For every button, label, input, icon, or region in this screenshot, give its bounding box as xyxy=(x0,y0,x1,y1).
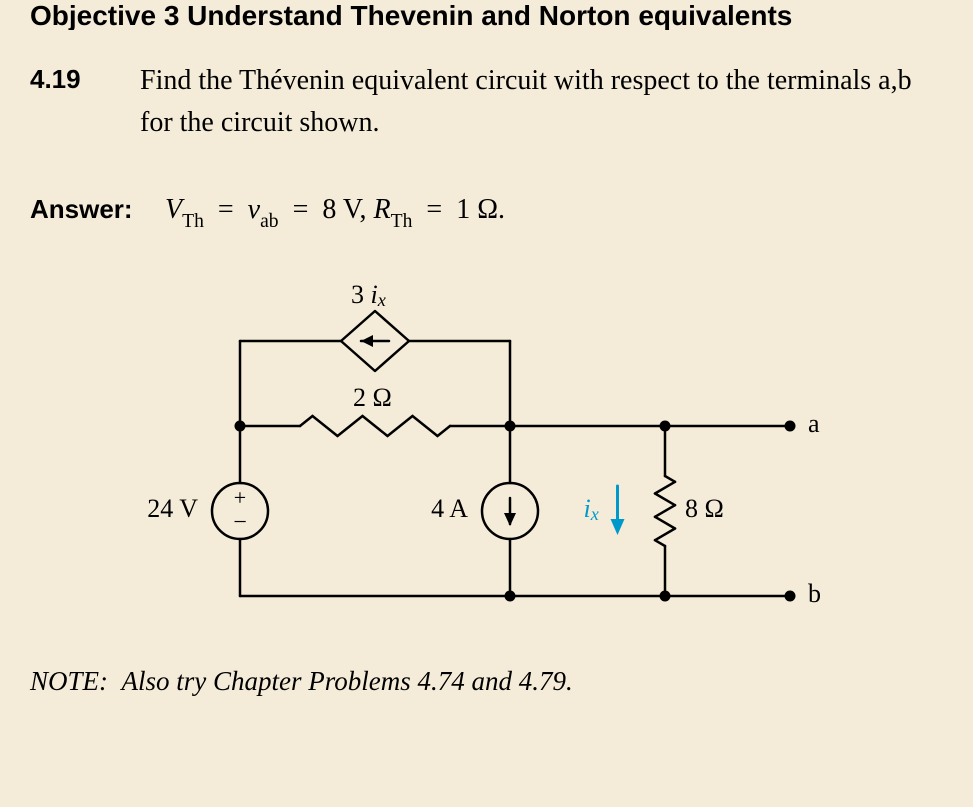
svg-text:4 A: 4 A xyxy=(431,494,468,523)
svg-text:3 ix: 3 ix xyxy=(351,280,386,310)
note-text: Also try Chapter Problems 4.74 and 4.79. xyxy=(122,666,573,696)
svg-text:−: − xyxy=(233,509,247,535)
svg-text:8 Ω: 8 Ω xyxy=(685,494,724,523)
note-label: NOTE: xyxy=(30,666,108,696)
svg-text:ix: ix xyxy=(584,494,599,524)
problem-text: Find the Thévenin equivalent circuit wit… xyxy=(140,60,943,144)
circuit-diagram: 3 ix 2 Ω +− 24 V 4 A 8 Ω ix a b xyxy=(110,271,890,641)
svg-text:b: b xyxy=(808,579,821,608)
svg-text:a: a xyxy=(808,409,820,438)
problem-number: 4.19 xyxy=(30,60,140,144)
note-block: NOTE: Also try Chapter Problems 4.74 and… xyxy=(30,666,943,697)
svg-text:+: + xyxy=(234,485,246,510)
page-header: Objective 3 Understand Thevenin and Nort… xyxy=(30,0,943,30)
svg-text:24 V: 24 V xyxy=(147,494,198,523)
answer-block: Answer: VTh = vab = 8 V, RTh = 1 Ω. xyxy=(30,194,943,231)
answer-equation: VTh = vab = 8 V, RTh = 1 Ω. xyxy=(165,194,505,231)
svg-text:2 Ω: 2 Ω xyxy=(353,383,392,412)
answer-label: Answer: xyxy=(30,194,165,225)
problem-block: 4.19 Find the Thévenin equivalent circui… xyxy=(30,60,943,144)
